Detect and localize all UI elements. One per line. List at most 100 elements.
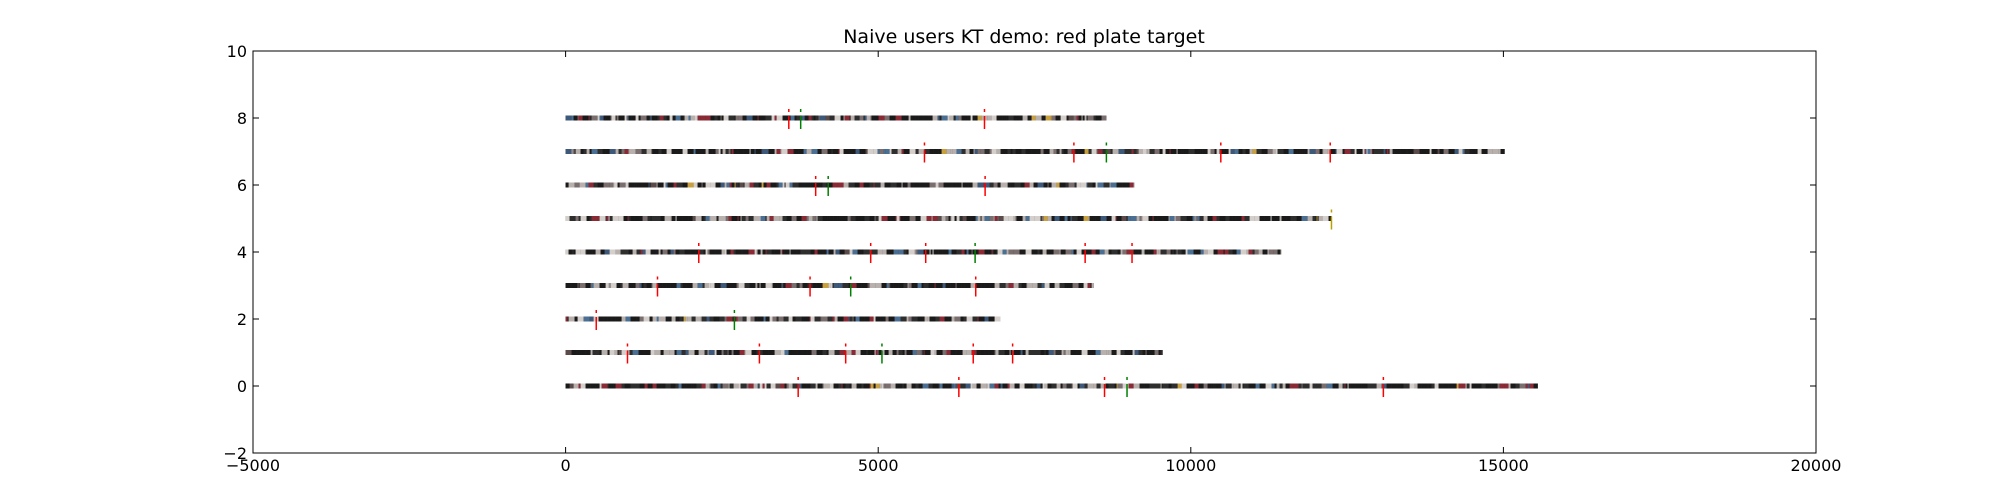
strip-segment [643,183,649,188]
strip-segment [726,216,729,221]
strip-segment [714,317,718,322]
strip-segment [706,149,709,154]
strip-segment [590,216,592,221]
strip-segment [803,283,804,288]
strip-segment [1305,384,1310,389]
strip-segment [1196,384,1199,389]
strip-segment [899,283,904,288]
strip-segment [1161,384,1162,389]
strip-segment [1444,149,1449,154]
strip-segment [799,183,805,188]
strip-segment [1125,350,1131,355]
strip-segment [957,350,963,355]
strip-segment [1064,350,1066,355]
strip-segment [1073,384,1078,389]
strip-segment [1116,216,1117,221]
strip-segment [949,216,951,221]
strip-segment [774,216,780,221]
strip-segment [928,317,930,322]
strip-segment [721,183,725,188]
strip-segment [1189,149,1195,154]
strip-segment [963,183,969,188]
strip-segment [1060,183,1066,188]
strip-segment [1170,149,1171,154]
strip-segment [674,250,676,255]
strip-segment [809,116,812,121]
strip-segment [767,216,770,221]
strip-segment [1339,384,1343,389]
strip-segment [1459,384,1463,389]
strip-segment [909,250,915,255]
strip-segment [650,116,651,121]
strip-segment [1249,250,1253,255]
strip-segment [729,384,730,389]
strip-segment [614,183,615,188]
strip-segment [711,216,717,221]
strip-segment [978,216,981,221]
strip-segment [1298,149,1301,154]
strip-segment [1036,384,1037,389]
strip-segment [1343,149,1345,154]
strip-segment [934,149,939,154]
strip-segment [962,250,965,255]
strip-segment [704,250,706,255]
strip-segment [666,384,671,389]
strip-segment [711,116,715,121]
strip-segment [1140,216,1142,221]
strip-segment [693,216,696,221]
strip-segment [718,317,720,322]
strip-segment [1249,384,1250,389]
strip-segment [739,384,741,389]
strip-segment [978,116,982,121]
strip-segment [1530,384,1534,389]
strip-segment [1253,250,1255,255]
x-tick-label: 15000 [1478,456,1529,475]
strip-segment [1117,350,1121,355]
strip-segment [922,283,924,288]
strip-segment [653,283,657,288]
strip-segment [596,250,601,255]
strip-segment [972,350,977,355]
strip-segment [648,384,653,389]
strip-segment [1174,250,1176,255]
strip-segment [570,384,574,389]
strip-segment [809,216,813,221]
series-strip-y3 [566,283,1094,288]
strip-segment [587,216,590,221]
strip-segment [999,384,1001,389]
strip-segment [657,250,659,255]
strip-segment [969,183,973,188]
strip-segment [1242,216,1245,221]
strip-segment [1052,183,1057,188]
strip-segment [862,250,864,255]
strip-segment [1215,149,1217,154]
strip-segment [937,283,943,288]
strip-segment [1135,350,1139,355]
strip-segment [827,350,829,355]
strip-segment [929,116,933,121]
strip-segment [948,116,950,121]
strip-segment [602,350,608,355]
strip-segment [1032,250,1038,255]
strip-segment [897,216,900,221]
y-tick-label: −2 [223,444,247,463]
strip-segment [840,149,844,154]
strip-segment [1387,384,1392,389]
strip-segment [600,116,601,121]
strip-segment [698,116,701,121]
strip-segment [851,283,857,288]
strip-segment [729,116,735,121]
strip-segment [592,216,598,221]
strip-segment [1178,384,1182,389]
strip-segment [606,116,611,121]
strip-segment [735,116,736,121]
strip-segment [1094,384,1097,389]
strip-segment [777,149,781,154]
strip-segment [606,216,607,221]
strip-segment [791,116,795,121]
strip-segment [630,149,636,154]
strip-segment [867,116,871,121]
strip-segment [929,283,935,288]
strip-segment [954,116,955,121]
series-strip-y4 [566,250,1282,255]
